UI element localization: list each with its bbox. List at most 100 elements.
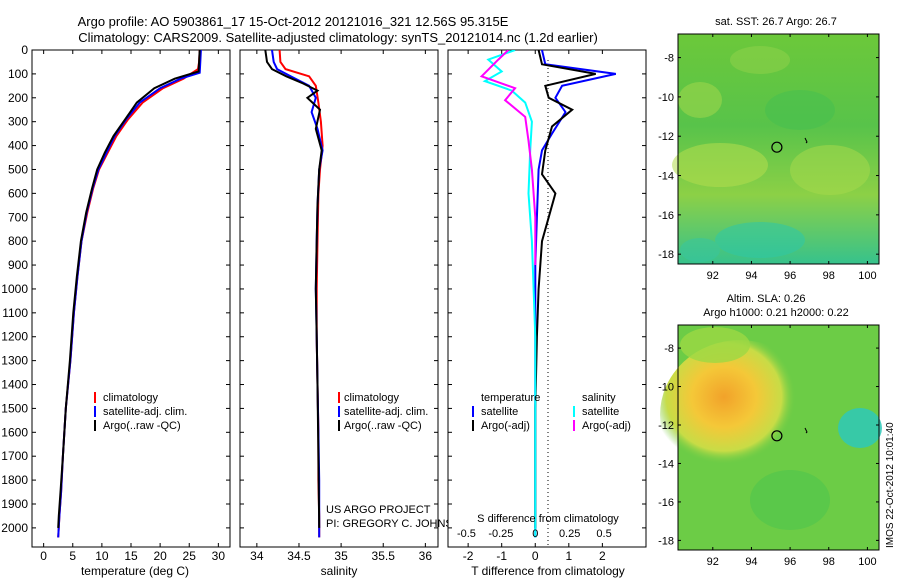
salinity-plot-frame <box>239 49 439 548</box>
temperature-x-tick-label: 5 <box>69 549 76 563</box>
project-annotation: US ARGO PROJECT <box>326 504 431 516</box>
s-difference-tick-label: -0.25 <box>488 528 513 540</box>
sla-mid-patch <box>680 327 750 363</box>
temperature-y-tick-label: 200 <box>8 91 28 105</box>
difference-x-tick-label: 0 <box>532 549 539 563</box>
sla-map-ticks: 92 94 96 98 100 -8 -10 -12 -14 -16 -18 <box>658 325 879 568</box>
temperature-y-tick-label: 1400 <box>1 378 28 392</box>
difference-x-ticks: -2 -1 0 1 2 <box>463 50 606 563</box>
sst-map-title: sat. SST: 26.7 Argo: 26.7 <box>715 16 837 28</box>
difference-x-tick-label: -2 <box>463 549 474 563</box>
legend-swatch-t-satellite <box>472 406 474 417</box>
temperature-plot-frame <box>31 49 231 548</box>
legend-label-argo: Argo(..raw -QC) <box>103 420 181 432</box>
temperature-x-tick-label: 0 <box>40 549 47 563</box>
map-y-tick-label: -18 <box>658 249 674 261</box>
temperature-y-tick-label: 1600 <box>1 425 28 439</box>
difference-x-tick-label: -1 <box>496 549 507 563</box>
temperature-y-tick-label: 2000 <box>1 521 28 535</box>
legend-title-salinity: salinity <box>582 392 616 404</box>
map-y-tick-label: -16 <box>658 497 674 509</box>
difference-lines <box>479 50 617 538</box>
difference-series-t-argo <box>534 50 596 528</box>
map-y-tick-label: -8 <box>664 343 674 355</box>
map-x-tick-label: 100 <box>858 556 876 568</box>
salinity-series-argo-raw-qc- <box>264 50 323 528</box>
sst-warm-patch <box>730 46 790 74</box>
sla-map-title-line1: Altim. SLA: 0.26 <box>727 293 806 305</box>
map-y-tick-label: -14 <box>658 458 674 470</box>
difference-series-s-argo <box>479 50 537 265</box>
sst-map-ticks: 92 94 96 98 100 -8 -10 -12 -14 -16 -18 <box>658 34 879 282</box>
map-x-tick-label: 100 <box>858 270 876 282</box>
s-difference-tick-label: 0.5 <box>596 528 611 540</box>
map-y-tick-label: -8 <box>664 53 674 65</box>
sst-cool-patch <box>715 222 805 258</box>
salinity-x-tick-label: 36 <box>419 549 433 563</box>
sst-warm-patch <box>672 143 768 187</box>
temperature-x-tick-label: 15 <box>124 549 138 563</box>
temperature-x-label: temperature (deg C) <box>81 564 189 578</box>
sst-cool-patch <box>680 238 720 262</box>
legend-label-s-argo: Argo(-adj) <box>582 420 631 432</box>
temperature-y-tick-label: 300 <box>8 115 28 129</box>
temperature-y-tick-label: 600 <box>8 186 28 200</box>
temperature-x-tick-label: 30 <box>212 549 226 563</box>
legend-label-satellite: satellite-adj. clim. <box>344 406 428 418</box>
sla-low-patch <box>838 408 882 448</box>
legend-label-argo: Argo(..raw -QC) <box>344 420 422 432</box>
sla-low-patch <box>750 470 830 530</box>
temperature-y-tick-label: 900 <box>8 258 28 272</box>
map-x-tick-label: 98 <box>823 270 835 282</box>
legend-swatch-argo <box>338 420 340 431</box>
sla-high-patch <box>660 340 820 490</box>
sst-warm-patch <box>790 145 870 195</box>
temperature-y-tick-label: 1500 <box>1 401 28 415</box>
sst-profile-marker <box>771 141 783 153</box>
temperature-y-tick-label: 1100 <box>2 306 28 320</box>
sst-map-frame <box>677 33 880 265</box>
temperature-y-tick-label: 1200 <box>1 330 28 344</box>
map-x-tick-label: 96 <box>784 556 796 568</box>
float-track-icon <box>804 137 808 144</box>
imos-timestamp: IMOS 22-Oct-2012 10:01:40 <box>885 422 896 548</box>
map-y-tick-label: -10 <box>658 92 674 104</box>
difference-legend: temperature salinity satellite satellite… <box>472 392 631 432</box>
map-x-tick-label: 94 <box>745 270 757 282</box>
sla-map-frame <box>677 324 880 551</box>
salinity-legend: climatology satellite-adj. clim. Argo(..… <box>338 392 428 432</box>
temperature-panel: 0100200300400500600700800900100011001200… <box>1 43 231 578</box>
sst-map-panel: sat. SST: 26.7 Argo: 26.7 92 94 96 98 100 -8 -… <box>658 16 880 282</box>
figure-title-line1: Argo profile: AO 5903861_17 15-Oct-2012 … <box>78 14 509 29</box>
legend-title-temperature: temperature <box>481 392 540 404</box>
temperature-x-tick-label: 10 <box>95 549 109 563</box>
legend-label-climatology: climatology <box>103 392 159 404</box>
s-difference-ticks: -0.5 -0.25 0 0.25 0.5 <box>457 528 612 540</box>
temperature-y-tick-label: 0 <box>21 43 28 57</box>
sla-map-title-line2: Argo h1000: 0.21 h2000: 0.22 <box>703 307 849 319</box>
legend-label-satellite: satellite-adj. clim. <box>103 406 187 418</box>
salinity-panel: 34 34.5 35 35.5 36 salinity climatology sate… <box>239 49 469 578</box>
difference-y-ticks <box>448 49 646 529</box>
temperature-lines <box>57 50 202 538</box>
difference-x-tick-label: 2 <box>599 549 606 563</box>
salinity-y-ticks <box>240 49 438 529</box>
map-x-tick-label: 94 <box>745 556 757 568</box>
map-x-tick-label: 96 <box>784 270 796 282</box>
t-difference-label: T difference from climatology <box>471 564 625 578</box>
map-y-tick-label: -10 <box>658 382 674 394</box>
temperature-series-argo-raw-qc- <box>57 50 201 528</box>
salinity-x-tick-label: 35 <box>334 549 348 563</box>
temperature-x-ticks: 0 5 10 15 20 25 30 <box>40 50 225 563</box>
salinity-x-label: salinity <box>321 564 358 578</box>
salinity-lines <box>264 50 324 538</box>
sla-profile-marker <box>771 430 783 442</box>
legend-label-s-satellite: satellite <box>582 406 619 418</box>
temperature-y-tick-label: 400 <box>8 139 28 153</box>
difference-series-s-satellite <box>482 50 537 538</box>
legend-swatch-s-argo <box>573 420 575 431</box>
temperature-legend: climatology satellite-adj. clim. Argo(..… <box>94 392 187 432</box>
legend-swatch-satellite <box>338 406 340 417</box>
sst-warm-patch <box>678 82 722 118</box>
